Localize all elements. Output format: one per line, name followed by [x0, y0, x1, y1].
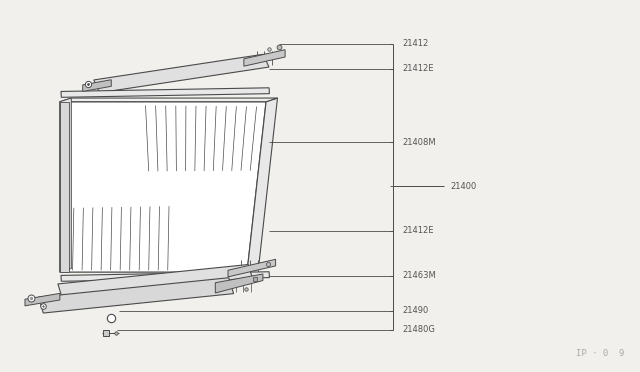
Text: 21463M: 21463M [403, 271, 436, 280]
Polygon shape [228, 259, 276, 277]
Polygon shape [25, 294, 60, 306]
Text: 21408M: 21408M [403, 138, 436, 147]
Text: 21490: 21490 [403, 306, 429, 315]
Polygon shape [60, 98, 278, 102]
Polygon shape [94, 54, 269, 93]
Text: 21412E: 21412E [403, 226, 434, 235]
Text: 21412: 21412 [403, 39, 429, 48]
Polygon shape [38, 278, 234, 313]
Polygon shape [58, 264, 252, 297]
Polygon shape [60, 102, 266, 272]
Polygon shape [215, 274, 263, 293]
Text: IP · 0  9: IP · 0 9 [576, 349, 625, 358]
Polygon shape [61, 88, 269, 97]
Text: 21412E: 21412E [403, 64, 434, 73]
Polygon shape [61, 272, 269, 281]
Polygon shape [60, 102, 69, 272]
Polygon shape [247, 98, 278, 272]
Text: 21400: 21400 [450, 182, 476, 190]
Polygon shape [244, 50, 285, 66]
Polygon shape [83, 80, 111, 92]
Text: 21480G: 21480G [403, 325, 435, 334]
Polygon shape [60, 98, 71, 272]
